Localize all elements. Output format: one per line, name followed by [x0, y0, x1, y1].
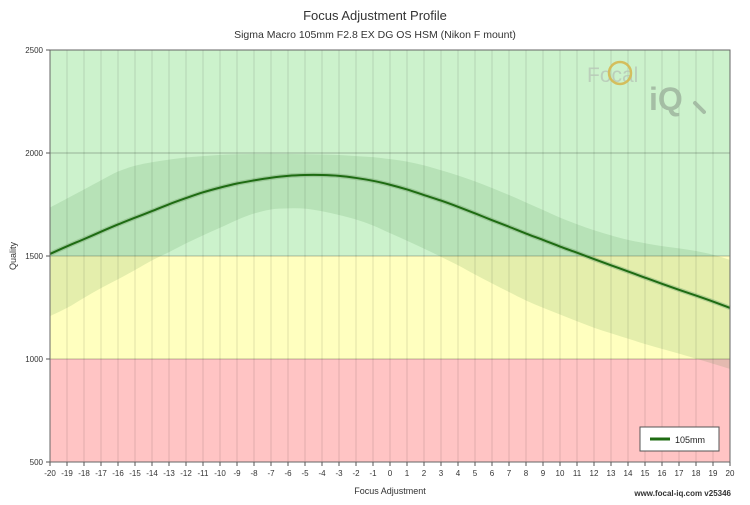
x-tick-label: 11	[573, 469, 582, 478]
magnifier-handle	[693, 101, 706, 114]
x-tick-label: -10	[214, 469, 226, 478]
x-tick-label: 10	[556, 469, 565, 478]
x-tick-label: -16	[112, 469, 124, 478]
x-tick-label: -2	[352, 469, 360, 478]
x-tick-label: 20	[726, 469, 735, 478]
y-tick-label: 500	[30, 458, 44, 467]
x-tick-label: 0	[388, 469, 393, 478]
x-tick-label: 5	[473, 469, 478, 478]
x-tick-label: -13	[163, 469, 175, 478]
y-axis-label: Quality	[8, 241, 18, 270]
x-tick-label: 13	[607, 469, 616, 478]
focal-iq-logo: Focal iQ	[587, 60, 706, 117]
x-tick-label: -4	[318, 469, 326, 478]
axes: -20 -19 -18 -17 -16 -15 -14 -13 -12 -11 -10 -9 -8 -7-…	[25, 46, 735, 478]
series-lines	[49, 172, 731, 311]
x-tick-label: 19	[709, 469, 718, 478]
y-tick-label: 1000	[25, 355, 43, 364]
x-tick-label: -19	[61, 469, 73, 478]
legend-label: 105mm	[675, 435, 705, 445]
chart-title: Focus Adjustment Profile	[303, 8, 447, 23]
x-tick-label: -7	[267, 469, 275, 478]
x-tick-label: 14	[624, 469, 633, 478]
x-tick-label: -15	[129, 469, 141, 478]
x-tick-label: 8	[524, 469, 529, 478]
x-tick-label: -1	[369, 469, 377, 478]
x-tick-label: 17	[675, 469, 684, 478]
x-tick-label: 16	[658, 469, 667, 478]
x-tick-label: 2	[422, 469, 427, 478]
x-tick-label: 1	[405, 469, 410, 478]
x-axis-label: Focus Adjustment	[354, 486, 426, 496]
x-tick-label: -20	[44, 469, 56, 478]
x-tick-label: -17	[95, 469, 107, 478]
x-tick-label: 6	[490, 469, 495, 478]
confidence-band-0	[50, 153, 730, 369]
x-tick-label: 12	[590, 469, 599, 478]
zone-fair	[50, 256, 730, 359]
x-tick-label: -9	[233, 469, 241, 478]
x-tick-label: -6	[284, 469, 292, 478]
x-tick-label: -8	[250, 469, 258, 478]
x-tick-label: 4	[456, 469, 461, 478]
zone-poor	[50, 359, 730, 462]
y-tick-label: 1500	[25, 252, 43, 261]
x-tick-label: 9	[541, 469, 546, 478]
x-tick-label: -12	[180, 469, 192, 478]
x-tick-label: -3	[335, 469, 343, 478]
x-tick-label: 15	[641, 469, 650, 478]
x-tick-label: 3	[439, 469, 444, 478]
series-line	[49, 173, 731, 309]
legend: 105mm	[639, 426, 720, 452]
x-tick-label: -5	[301, 469, 309, 478]
confidence-band	[50, 153, 730, 369]
chart-subtitle: Sigma Macro 105mm F2.8 EX DG OS HSM (Nik…	[234, 29, 516, 41]
y-tick-label: 2500	[25, 46, 43, 55]
x-tick-label: 18	[692, 469, 701, 478]
x-tick-label: -11	[198, 469, 210, 478]
x-tick-label: 7	[507, 469, 512, 478]
logo-lens-ring	[607, 60, 633, 86]
y-tick-label: 2000	[25, 149, 43, 158]
footer-credit: www.focal-iq.com v25346	[633, 489, 731, 498]
x-tick-label: -14	[146, 469, 158, 478]
x-tick-label: -18	[78, 469, 90, 478]
logo-text-bottom: iQ	[649, 81, 683, 117]
